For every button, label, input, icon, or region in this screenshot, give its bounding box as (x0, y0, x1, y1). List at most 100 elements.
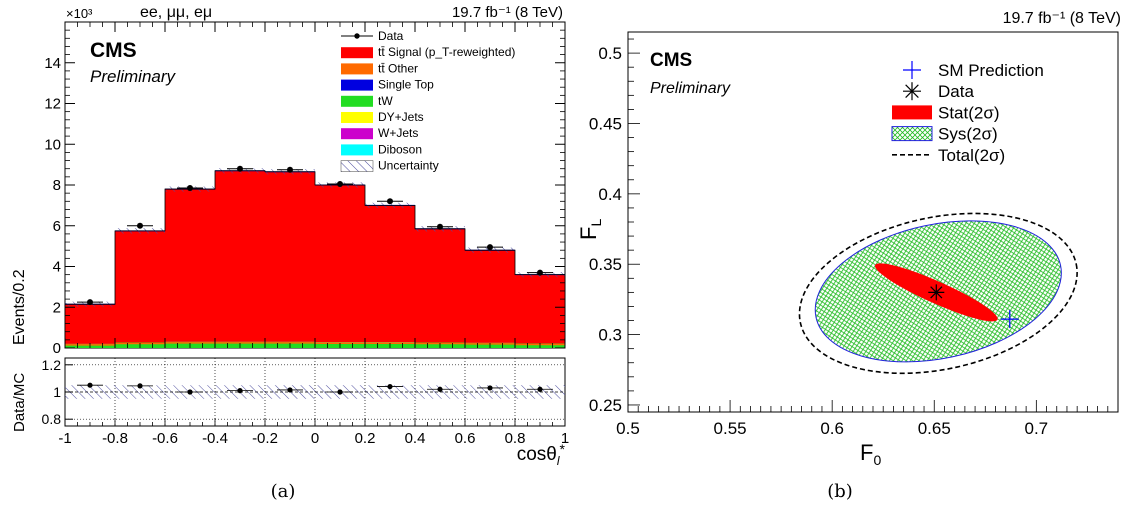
ratio-plot-area: 0.8 1 1.2 -1 -0.8 -0.6 -0.4 -0.2 0 0.2 0.4 0.6 0.8 1 (42, 357, 570, 447)
y-tick-label: 0 (53, 340, 61, 357)
legend-label: tt̄ Other (378, 61, 418, 75)
x-tick-label-b: 0.7 (1025, 419, 1049, 438)
ratio-point (287, 387, 293, 393)
data-point (87, 299, 93, 306)
legend-swatch (341, 63, 373, 75)
legend-label: Data (378, 29, 404, 43)
x-tick-label: 0.2 (355, 430, 376, 447)
ratio-point (537, 386, 543, 392)
y-tick-label: 4 (53, 259, 61, 276)
x-tick-label: 0.4 (405, 430, 426, 447)
data-point (387, 198, 393, 205)
legend-swatch (341, 79, 373, 91)
legend-label-b: SM Prediction (938, 61, 1044, 80)
x-tick-label: -0.6 (152, 430, 178, 447)
panel-b-caption: (b) (827, 481, 853, 502)
cms-label-b: CMS (650, 50, 692, 71)
y-axis-label-b: FL (576, 219, 604, 240)
legend-swatch (341, 128, 373, 140)
data-point (187, 185, 193, 192)
x-tick-label-b: 0.6 (820, 419, 844, 438)
cms-label: CMS (90, 39, 137, 62)
legend-swatch (341, 112, 373, 123)
legend-label: Single Top (378, 78, 434, 92)
lumi-label: 19.7 fb⁻¹ (8 TeV) (452, 4, 563, 21)
y-tick-label-b: 0.35 (589, 255, 622, 274)
legend-label: tW (378, 94, 393, 108)
data-star-marker (930, 286, 943, 299)
preliminary-label-b: Preliminary (650, 80, 731, 97)
y-exponent: ×10³ (66, 6, 93, 21)
legend-label: tt̄ Signal (p_T-reweighted) (378, 45, 515, 59)
signal-bar (315, 185, 365, 343)
ratio-point (237, 388, 243, 394)
plot-area-b: 0.5 0.55 0.6 0.65 0.7 0.25 0.3 0.35 0.4 0.45 0.5 (589, 38, 1119, 438)
signal-bar (415, 228, 465, 343)
x-tick-label: 0.6 (455, 430, 476, 447)
data-point (237, 165, 243, 172)
ratio-y-tick-label: 0.8 (42, 411, 62, 427)
ratio-y-tick-label: 1 (53, 384, 61, 400)
x-tick-label: -0.4 (202, 430, 228, 447)
signal-bar (265, 171, 315, 342)
data-point (137, 222, 143, 229)
y-tick-label: 2 (53, 299, 61, 316)
ratio-point (387, 383, 393, 390)
main-plot-area (64, 165, 566, 348)
legend-swatch (341, 144, 373, 156)
lumi-label-b: 19.7 fb⁻¹ (8 TeV) (1003, 10, 1121, 27)
y-tick-label-b: 0.5 (598, 44, 622, 63)
x-tick-label: -0.8 (102, 430, 128, 447)
data-point (287, 166, 293, 173)
y-tick-label: 14 (44, 55, 61, 72)
legend: Data tt̄ Signal (p_T-reweighted) tt̄ Other… (340, 29, 515, 173)
legend-swatch (341, 47, 373, 59)
ratio-y-label: Data/MC (11, 373, 28, 432)
y-tick-label: 12 (44, 96, 61, 113)
x-tick-label: -1 (58, 430, 71, 447)
x-tick-label-b: 0.65 (918, 419, 951, 438)
y-tick-label: 10 (44, 136, 61, 153)
ratio-point (337, 389, 343, 395)
total-2sigma-contour (798, 212, 1078, 375)
signal-bar (365, 205, 415, 343)
panel-b: 19.7 fb⁻¹ (8 TeV) 0.5 0.55 0.6 0.65 0.7 0.25 0… (576, 10, 1121, 502)
y-tick-label-b: 0.4 (598, 185, 622, 204)
legend-label: Diboson (378, 142, 422, 156)
channels-label: ee, μμ, eμ (140, 4, 212, 21)
x-tick-label: 1 (561, 430, 569, 447)
x-tick-label: 0.8 (505, 430, 526, 447)
ratio-point (487, 385, 493, 391)
data-point (537, 269, 543, 276)
x-tick-label-b: 0.5 (616, 419, 640, 438)
ratio-y-tick-label: 1.2 (42, 357, 62, 373)
data-point (487, 244, 493, 251)
data-point (437, 223, 443, 230)
signal-bar (465, 250, 515, 343)
y-tick-label-b: 0.45 (589, 114, 622, 133)
legend-label: Uncertainty (378, 159, 439, 173)
signal-bar (215, 170, 265, 342)
legend-data-star (905, 84, 919, 98)
y-tick-label-b: 0.25 (589, 396, 622, 415)
signal-bar (165, 189, 215, 342)
legend-sys-swatch (891, 126, 933, 142)
preliminary-label: Preliminary (90, 67, 177, 86)
legend-label-b: Data (938, 82, 974, 101)
panel-a-caption: (a) (271, 481, 296, 502)
y-tick-label: 8 (53, 177, 61, 194)
stack-outline (64, 170, 566, 348)
x-axis-label-b: F0 (860, 440, 881, 468)
legend-data-marker (354, 33, 360, 39)
main-axes: 0 2 4 6 8 10 12 14 (44, 22, 566, 357)
signal-bar (515, 274, 565, 344)
x-tick-label-b: 0.55 (714, 419, 747, 438)
ratio-point (437, 386, 443, 392)
x-axis-label: cosθl* (517, 441, 566, 468)
legend-uncertainty-swatch (340, 160, 374, 172)
legend-b: SM Prediction Data Stat(2σ) Sys(2σ) Total(2σ… (891, 61, 1044, 165)
legend-stat-swatch (892, 105, 932, 120)
legend-label-b: Total(2σ) (938, 146, 1005, 165)
